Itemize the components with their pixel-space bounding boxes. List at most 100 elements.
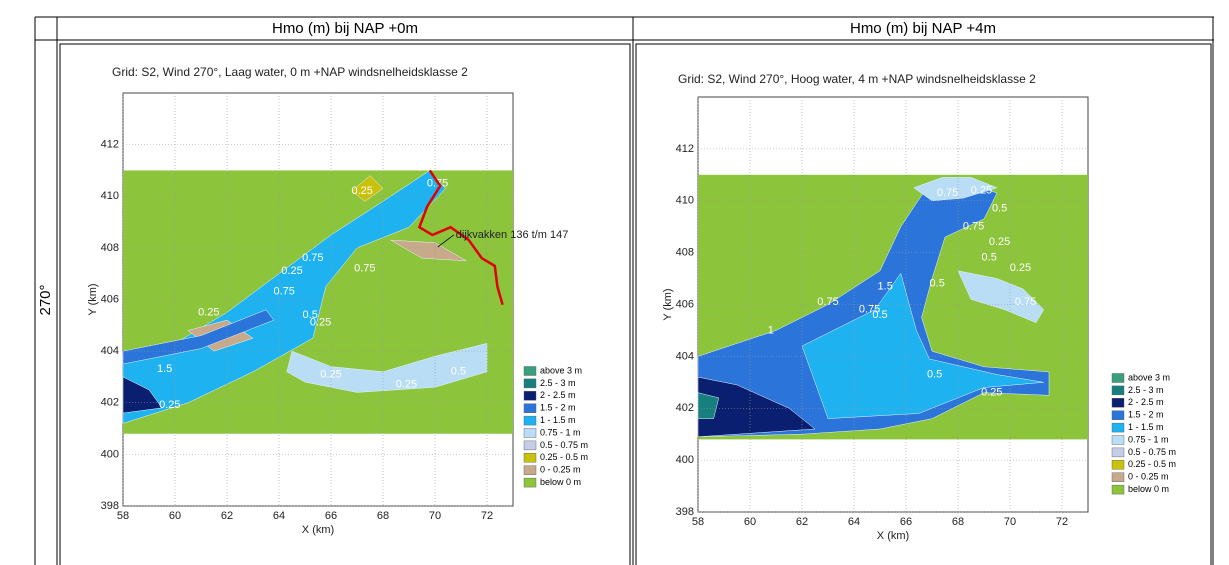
legend-swatch [1111,484,1125,495]
legend-label: 0.25 - 0.5 m [1128,459,1176,469]
plot-title: Grid: S2, Wind 270°, Hoog water, 4 m +NA… [678,72,1036,86]
legend-label: below 0 m [1128,484,1169,494]
contour-label: 1.5 [157,363,172,375]
plot: 58 60 62 64 66 68 70 72 398 400 402 404 406 408 410 412… [87,65,588,536]
x-tick-label: 68 [952,516,964,528]
contour-label: 0.25 [981,387,1002,399]
y-tick-label: 398 [676,506,694,518]
legend-swatch [523,477,537,488]
legend-label: above 3 m [540,365,582,375]
y-tick-label: 410 [676,195,694,207]
legend-swatch [523,428,537,438]
contour-label: 0.5 [927,368,942,380]
x-tick-label: 68 [377,510,389,522]
contour-label: 0.25 [159,399,180,411]
contour-label: 0.5 [930,278,945,290]
contour-label: 1 [768,324,774,336]
contour-label: 0.5 [872,309,887,321]
legend-label: 1 - 1.5 m [540,415,576,425]
water-area [286,343,488,393]
y-tick-label: 406 [101,293,119,305]
x-axis-label: X (km) [302,524,334,536]
contour-label: 0.5 [303,309,318,321]
contour-label: 0.25 [281,265,302,277]
column-header: Hmo (m) bij NAP +0m [272,20,418,37]
legend-swatch [1111,447,1125,458]
y-tick-label: 408 [676,247,694,259]
contour-label: 0.25 [320,368,341,380]
legend-swatch [1111,422,1125,433]
annotation: dijkvakken 136 t/m 147 [456,229,569,241]
water-area [122,376,163,414]
contour-label: 0.5 [451,366,466,378]
row-label: 270° [37,284,54,315]
x-axis-label: X (km) [877,530,909,542]
legend-label: 1.5 - 2 m [1128,410,1164,420]
contour-label: 1.5 [878,280,893,292]
x-tick-label: 62 [796,516,808,528]
legend-label: 1.5 - 2 m [540,403,576,413]
x-tick-label: 62 [221,510,233,522]
x-tick-label: 60 [744,516,756,528]
legend-swatch [523,403,537,413]
y-tick-label: 404 [676,350,694,362]
y-tick-label: 412 [101,139,119,151]
y-tick-label: 402 [101,397,119,409]
legend-label: 0.5 - 0.75 m [540,440,588,450]
legend-label: 2.5 - 3 m [1128,385,1164,395]
legend-swatch [1111,373,1125,383]
legend-swatch [523,440,537,451]
legend-swatch [1111,410,1125,420]
plot: 58 60 62 64 66 68 70 72 398 400 402 404 406 408 410 412… [662,72,1176,542]
y-tick-label: 398 [101,500,119,512]
x-tick-label: 66 [325,510,337,522]
x-tick-label: 70 [1004,516,1016,528]
x-tick-label: 58 [117,510,129,522]
water-area [351,175,384,202]
x-tick-label: 72 [1056,516,1068,528]
legend-swatch [523,391,537,401]
x-tick-label: 70 [429,510,441,522]
contour-label: 0.75 [937,187,958,199]
contour-label: 0.25 [396,379,417,391]
dike-line [417,169,504,306]
y-tick-label: 402 [676,402,694,414]
legend-label: 0.75 - 1 m [540,427,581,437]
plot-title: Grid: S2, Wind 270°, Laag water, 0 m +NA… [112,65,468,79]
y-tick-label: 408 [101,242,119,254]
legend-label: 0.75 - 1 m [1128,434,1169,444]
legend-swatch [1111,398,1125,408]
contour-label: 0.75 [1015,296,1036,308]
x-tick-label: 64 [848,516,860,528]
column-header: Hmo (m) bij NAP +4m [850,20,996,37]
contour-label: 0.25 [351,185,372,197]
contour-label: 0.75 [817,296,838,308]
legend-swatch [1111,435,1125,445]
legend-swatch [523,465,537,475]
legend-label: 0.25 - 0.5 m [540,452,588,462]
y-axis-label: Y (km) [87,283,99,315]
x-tick-label: 58 [692,516,704,528]
y-tick-label: 410 [101,190,119,202]
x-tick-label: 66 [900,516,912,528]
y-tick-label: 400 [676,454,694,466]
legend-swatch [523,366,537,376]
legend-swatch [1111,460,1125,470]
x-tick-label: 72 [481,510,493,522]
table-borders [34,16,1214,565]
legend-swatch [1111,385,1125,396]
x-tick-label: 60 [169,510,181,522]
legend-swatch [523,378,537,389]
water-area [957,270,1045,323]
contour-label: 0.75 [354,262,375,274]
x-tick-label: 64 [273,510,285,522]
legend-label: below 0 m [540,477,581,487]
contour-label: 0.25 [971,184,992,196]
annotation-leader [437,234,455,248]
contour-label: 0.75 [963,221,984,233]
legend-label: 0.5 - 0.75 m [1128,447,1176,457]
legend-label: above 3 m [1128,372,1170,382]
y-tick-label: 406 [676,298,694,310]
legend-label: 2 - 2.5 m [1128,397,1164,407]
